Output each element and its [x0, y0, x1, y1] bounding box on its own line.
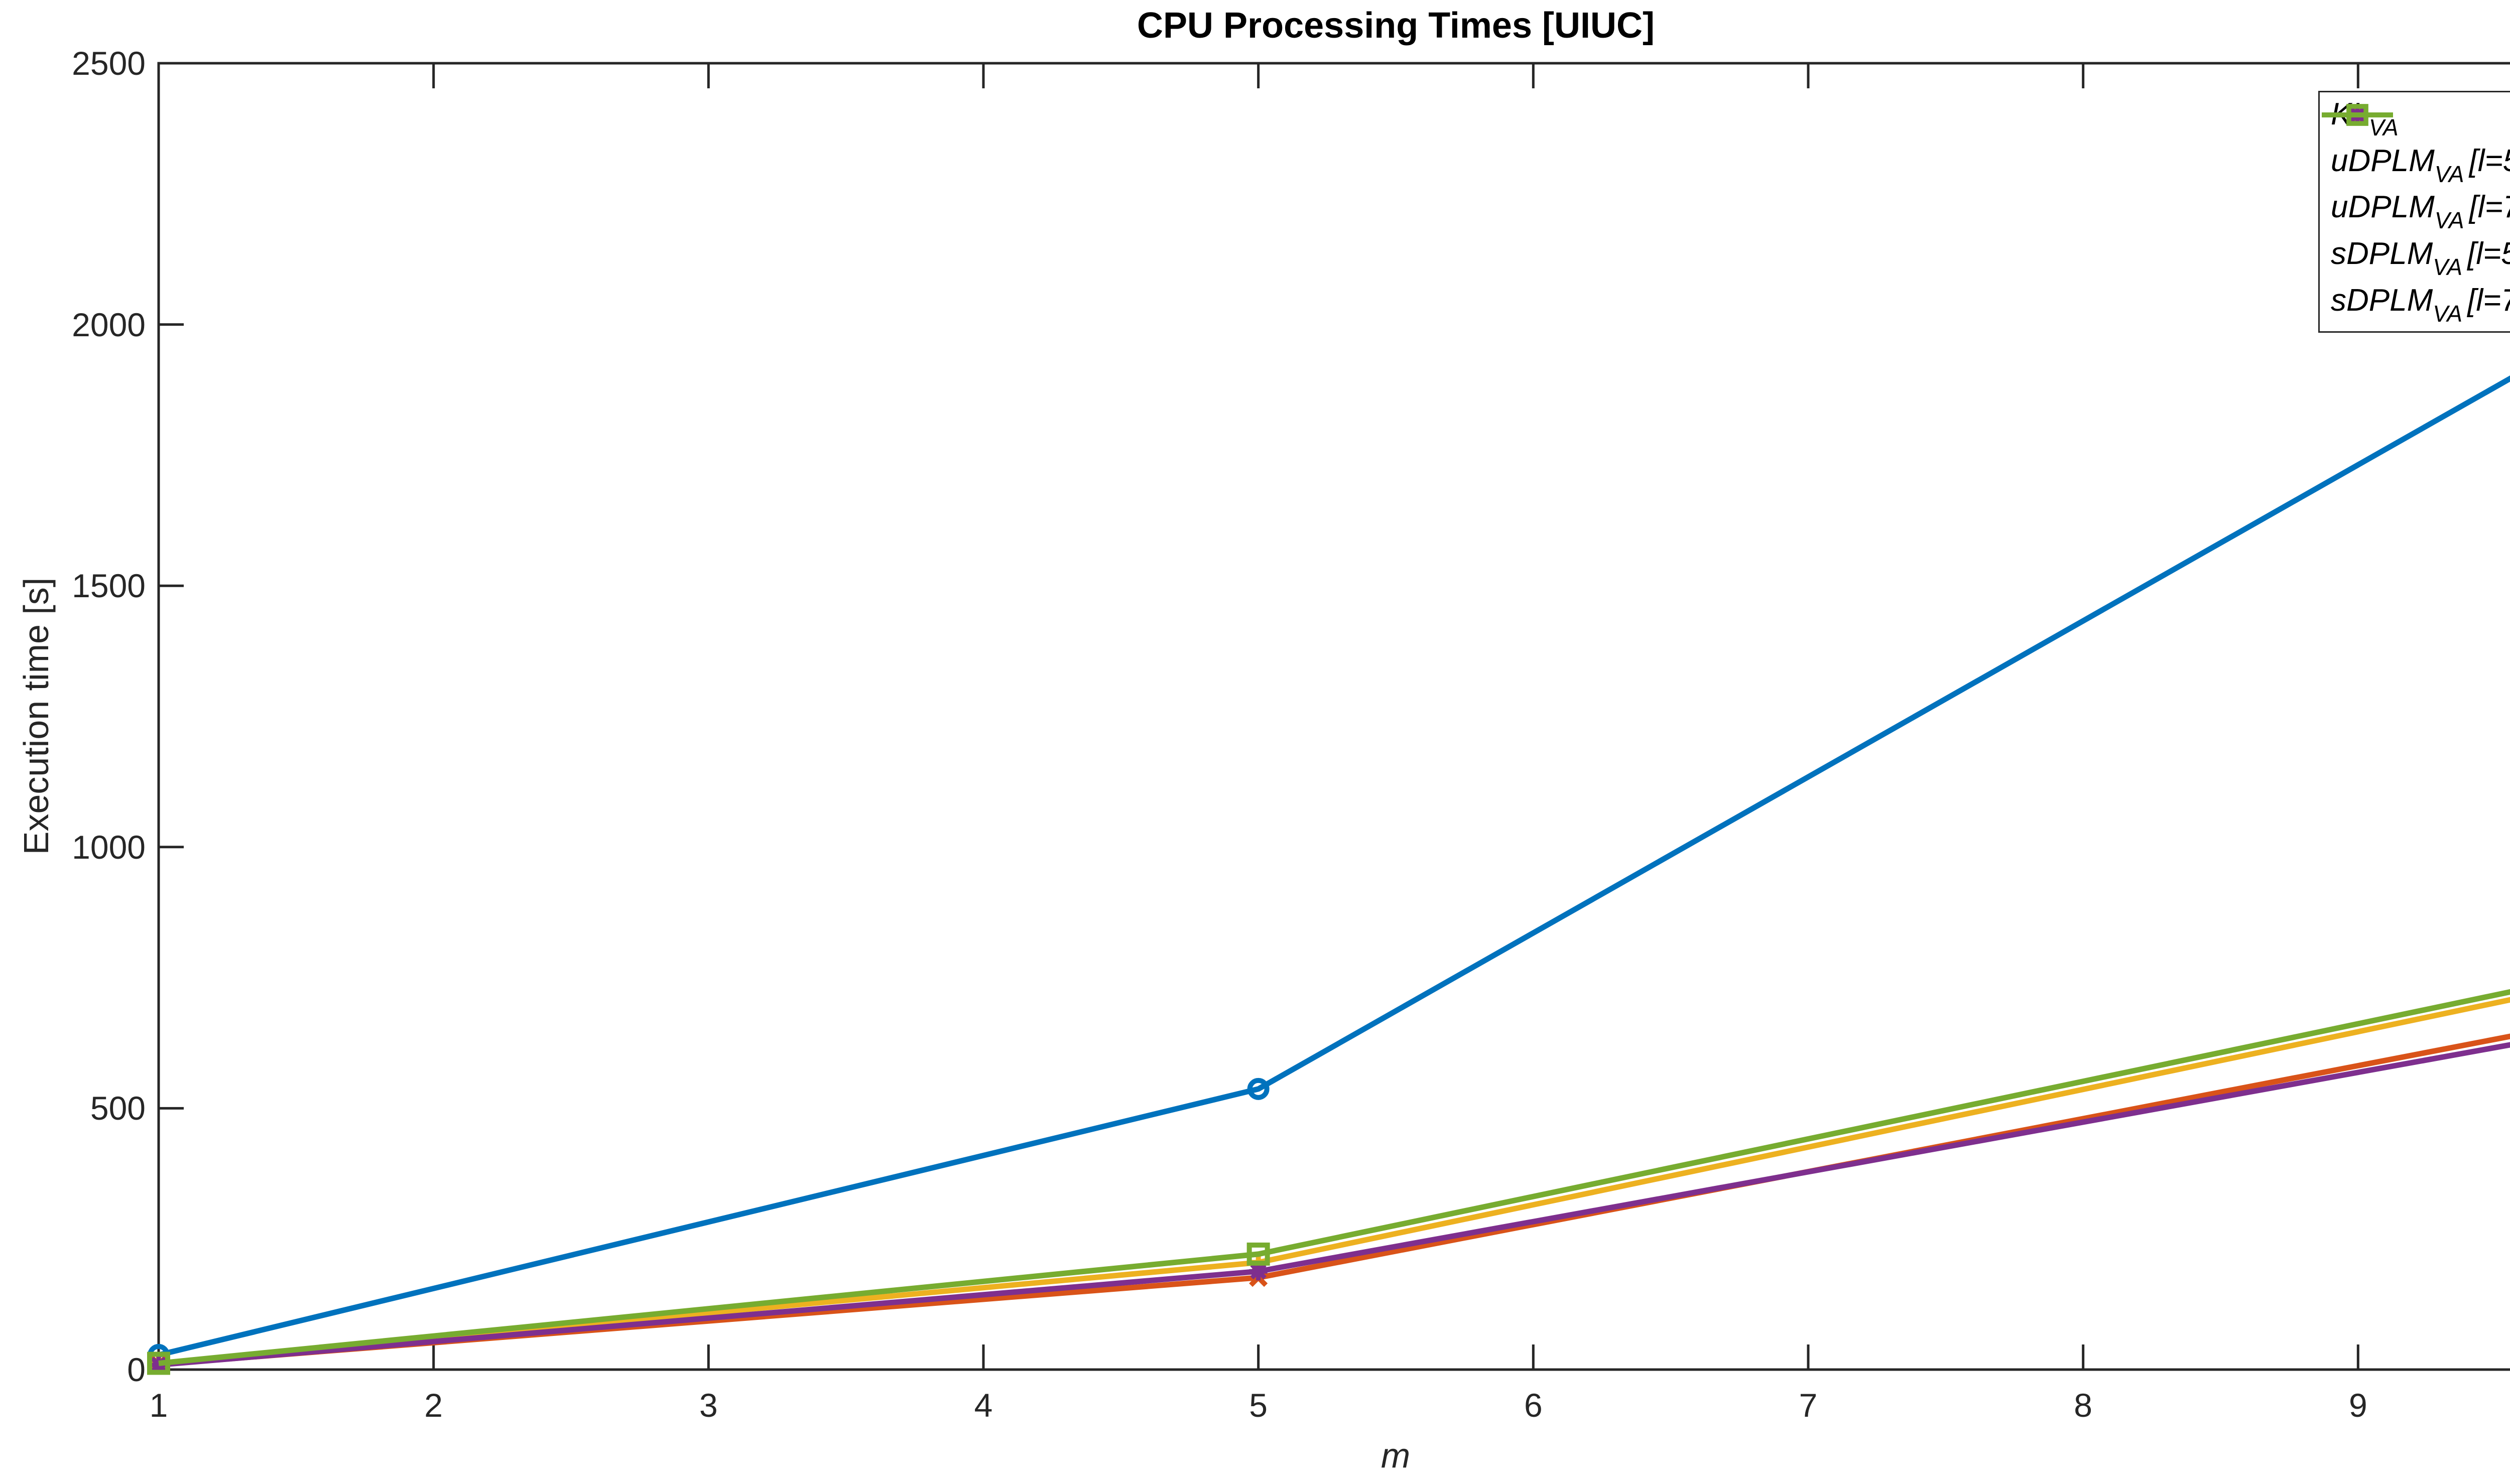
- series-line-uDPLM_VA [l=7]: [158, 997, 2510, 1366]
- x-tick-label: 3: [699, 1387, 718, 1424]
- x-tick-label: 5: [1249, 1387, 1268, 1424]
- square-marker: [2346, 104, 2368, 126]
- x-tick-label: 6: [1524, 1387, 1543, 1424]
- legend: KLVAuDPLMVA[l=5]uDPLMVA[l=7]sDPLMVA[l=5]…: [2318, 91, 2510, 333]
- legend-label: sDPLMVA[l=5]: [2331, 236, 2510, 281]
- y-tick-label: 500: [90, 1090, 146, 1127]
- square-marker: [147, 1352, 170, 1375]
- legend-label: uDPLMVA[l=7]: [2331, 190, 2510, 234]
- y-tick-label: 1500: [72, 567, 146, 605]
- chart-title: CPU Processing Times [UIUC]: [1137, 6, 1655, 46]
- square-marker: [1246, 1242, 1270, 1266]
- y-tick-label: 2000: [72, 306, 146, 343]
- series-line-KL_VA: [158, 375, 2510, 1358]
- circle-marker: [1247, 1077, 1270, 1100]
- legend-label: uDPLMVA[l=5]: [2331, 143, 2510, 187]
- legend-item-sDPLM_VA [l=5]: sDPLMVA[l=5]: [2320, 106, 2510, 281]
- legend-marker-sample: [2322, 104, 2393, 126]
- x-tick-label: 9: [2348, 1387, 2367, 1424]
- x-tick-label: 8: [2074, 1387, 2093, 1424]
- x-tick-label: 1: [149, 1387, 168, 1424]
- y-tick-label: 1000: [72, 828, 146, 866]
- x-tick-label: 2: [424, 1387, 443, 1424]
- legend-label: sDPLMVA[l=7]: [2331, 283, 2510, 327]
- asterisk-marker: [1250, 1263, 1267, 1280]
- x-axis-label: m: [1380, 1436, 1411, 1475]
- y-tick-label: 2500: [72, 45, 146, 82]
- y-axis-label: Execution time [s]: [17, 577, 56, 855]
- x-tick-label: 7: [1799, 1387, 1818, 1424]
- x-tick-label: 4: [974, 1387, 993, 1424]
- legend-item-uDPLM_VA [l=7]: uDPLMVA[l=7]: [2320, 105, 2510, 234]
- legend-item-uDPLM_VA [l=5]: uDPLMVA[l=5]: [2320, 106, 2510, 188]
- series-line-sDPLM_VA [l=7]: [158, 989, 2510, 1366]
- legend-item-sDPLM_VA [l=7]: sDPLMVA[l=7]: [2320, 104, 2510, 327]
- axes-box: [157, 62, 2510, 1371]
- y-tick-label: 0: [127, 1351, 146, 1388]
